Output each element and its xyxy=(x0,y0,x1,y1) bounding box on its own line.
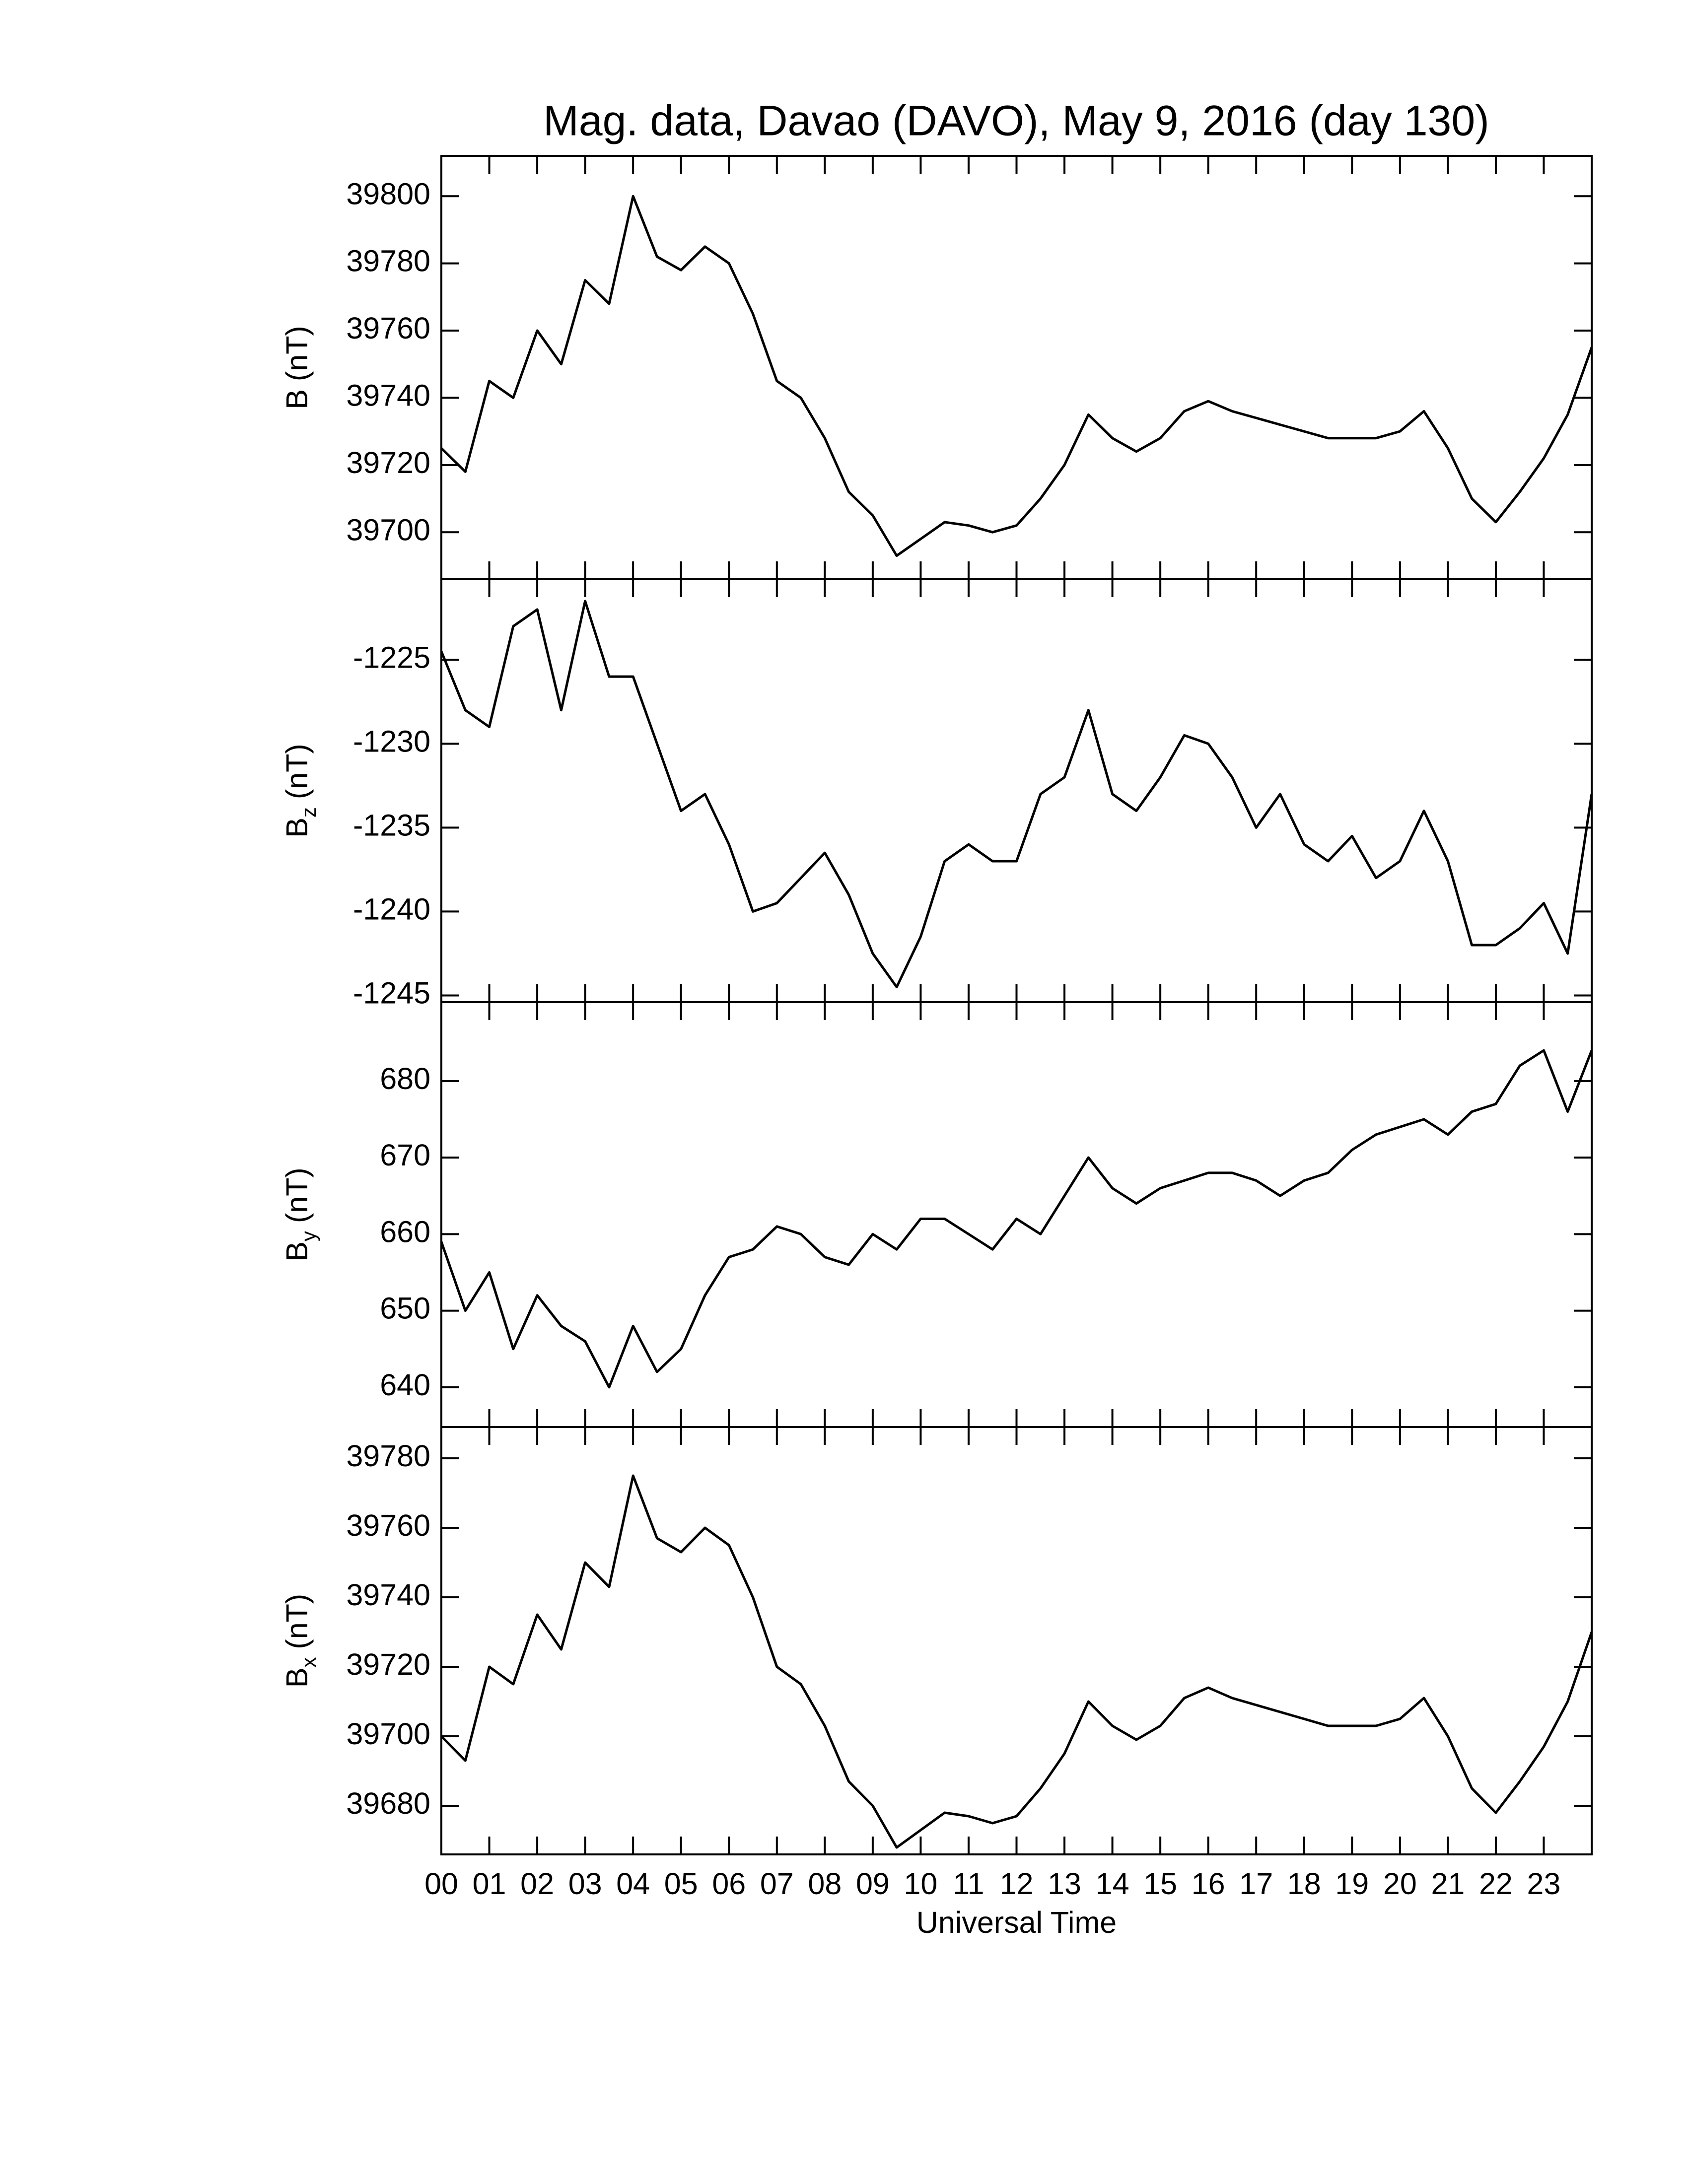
y-label-subscript: x xyxy=(297,1657,320,1668)
y-tick-label: 39780 xyxy=(346,244,430,278)
x-tick-label: 06 xyxy=(712,1867,746,1901)
y-tick-label: -1230 xyxy=(353,724,430,758)
y-label-subscript: z xyxy=(297,807,320,818)
data-line xyxy=(440,1474,1593,1849)
x-tick-label: 14 xyxy=(1096,1867,1129,1901)
x-tick-label: 05 xyxy=(664,1867,698,1901)
y-tick-label: 39700 xyxy=(346,513,430,546)
y-tick-label: 39780 xyxy=(346,1439,430,1473)
y-axis-label: Bx (nT) xyxy=(280,1594,320,1688)
x-tick-label: 01 xyxy=(473,1867,506,1901)
y-label-symbol: B xyxy=(280,1241,314,1262)
x-tick-label: 20 xyxy=(1383,1867,1417,1901)
y-tick-label: 39680 xyxy=(346,1786,430,1820)
x-tick-label: 11 xyxy=(953,1867,984,1901)
x-tick-label: 17 xyxy=(1239,1867,1273,1901)
data-line xyxy=(440,600,1593,989)
x-tick-label: 19 xyxy=(1335,1867,1369,1901)
y-label-symbol: B xyxy=(280,1668,314,1688)
y-tick-label: 39760 xyxy=(346,1508,430,1542)
y-tick-label: 39720 xyxy=(346,1647,430,1681)
y-label-unit: (nT) xyxy=(280,1594,314,1649)
x-tick-label: 12 xyxy=(1000,1867,1034,1901)
data-line xyxy=(440,1049,1593,1389)
y-tick-label: -1225 xyxy=(353,640,430,674)
y-label-symbol: B xyxy=(280,818,314,838)
x-tick-label: 09 xyxy=(856,1867,890,1901)
y-tick-label: -1235 xyxy=(353,808,430,842)
x-tick-label: 23 xyxy=(1527,1867,1561,1901)
data-line xyxy=(440,195,1593,557)
x-tick-label: 13 xyxy=(1048,1867,1081,1901)
x-tick-label: 08 xyxy=(808,1867,842,1901)
y-label-unit: (nT) xyxy=(280,1167,314,1223)
y-tick-label: 640 xyxy=(380,1368,430,1402)
y-tick-label: 39700 xyxy=(346,1717,430,1751)
x-tick-label: 21 xyxy=(1431,1867,1465,1901)
x-tick-label: 10 xyxy=(904,1867,937,1901)
y-tick-label: 39800 xyxy=(346,177,430,210)
x-tick-label: 16 xyxy=(1192,1867,1225,1901)
y-label-symbol: B xyxy=(280,389,314,410)
y-axis-label: Bz (nT) xyxy=(280,744,320,838)
x-tick-label: 04 xyxy=(616,1867,650,1901)
y-tick-label: 660 xyxy=(380,1215,430,1248)
y-label-subscript: y xyxy=(297,1231,320,1241)
x-tick-label: 00 xyxy=(424,1867,458,1901)
y-tick-label: -1240 xyxy=(353,892,430,926)
y-tick-label: 39720 xyxy=(346,446,430,479)
y-tick-label: 39740 xyxy=(346,1578,430,1612)
chart-title: Mag. data, Davao (DAVO), May 9, 2016 (da… xyxy=(543,97,1489,145)
x-tick-label: 02 xyxy=(520,1867,554,1901)
x-axis-label: Universal Time xyxy=(916,1906,1117,1939)
y-axis-label: By (nT) xyxy=(280,1167,320,1262)
x-tick-label: 03 xyxy=(568,1867,602,1901)
y-tick-label: 670 xyxy=(380,1138,430,1172)
y-label-unit: (nT) xyxy=(280,744,314,799)
x-tick-label: 15 xyxy=(1143,1867,1177,1901)
x-tick-label: 18 xyxy=(1287,1867,1321,1901)
y-tick-label: 650 xyxy=(380,1292,430,1325)
y-tick-label: -1245 xyxy=(353,976,430,1010)
x-tick-label: 07 xyxy=(760,1867,794,1901)
y-tick-label: 39760 xyxy=(346,311,430,345)
y-axis-label: B (nT) xyxy=(280,326,314,410)
y-tick-label: 39740 xyxy=(346,379,430,412)
y-label-unit: (nT) xyxy=(280,326,314,381)
x-tick-label: 22 xyxy=(1479,1867,1513,1901)
y-tick-label: 680 xyxy=(380,1062,430,1095)
